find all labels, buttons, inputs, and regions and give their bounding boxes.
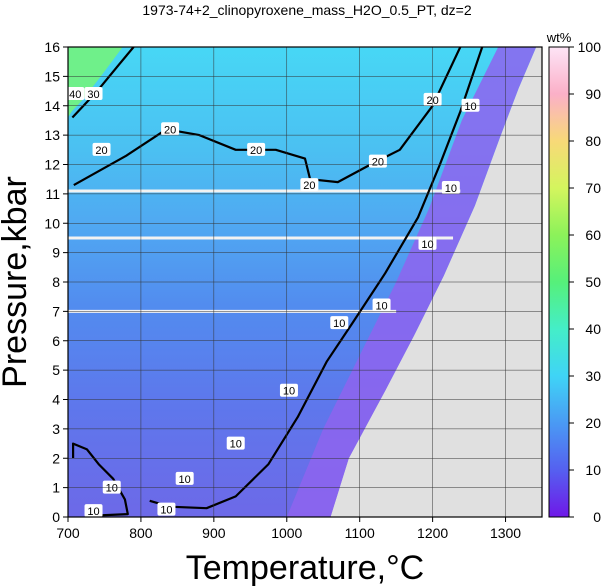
- x-tick-label: 800: [129, 525, 153, 541]
- colorbar-tick-label: 50: [585, 274, 601, 290]
- y-tick-label: 7: [52, 303, 60, 319]
- contour-label-box: [84, 87, 103, 100]
- contour-label-box: [441, 181, 460, 194]
- contour-label-box: [102, 480, 121, 494]
- contour-label: 40: [69, 89, 81, 101]
- colorbar-label: wt%: [546, 30, 572, 45]
- contour-label: 20: [164, 124, 176, 136]
- contour-label: 10: [283, 386, 295, 398]
- x-tick-label: 1200: [417, 525, 448, 541]
- contour-label: 10: [87, 506, 99, 518]
- contour-label-box: [372, 298, 391, 312]
- contour-label: 10: [230, 439, 242, 451]
- contour-label-box: [247, 142, 266, 156]
- contour-label: 10: [464, 101, 476, 113]
- y-tick-label: 4: [52, 392, 60, 408]
- colorbar-tick-label: 0: [593, 509, 601, 525]
- contour-label: 20: [250, 145, 262, 157]
- contour-label-box: [330, 316, 349, 330]
- contour-label-box: [161, 122, 180, 136]
- colorbar-ticks: 0 10 20 30 40 50 60 70 80 90 100: [569, 39, 601, 525]
- contour-label-box: [461, 98, 480, 112]
- y-tick-label: 0: [52, 509, 60, 525]
- colorbar-tick-label: 80: [585, 133, 601, 149]
- colorbar-tick-label: 90: [585, 86, 601, 102]
- contour-label-box: [226, 436, 245, 450]
- contour-label-box: [279, 383, 298, 397]
- colorbar-tick-label: 10: [585, 462, 601, 478]
- colorbar-tick-label: 100: [578, 39, 602, 55]
- contour-line-30: [71, 47, 135, 119]
- y-tick-label: 1: [52, 480, 60, 496]
- y-tick-label: 2: [52, 450, 60, 466]
- contour-label: 10: [179, 474, 191, 486]
- y-tick-label: 14: [44, 98, 60, 114]
- y-tick-label: 10: [44, 215, 60, 231]
- x-tick-label: 700: [56, 525, 80, 541]
- y-tick-label: 6: [52, 333, 60, 349]
- y-tick-label: 3: [52, 421, 60, 437]
- contour-label: 10: [160, 505, 172, 517]
- colorbar-tick-label: 60: [585, 227, 601, 243]
- contour-label-box: [300, 178, 319, 192]
- x-axis-ticks: 700 800 900 1000 1100 1200 1300: [56, 517, 521, 541]
- y-tick-label: 8: [52, 274, 60, 290]
- contour-label: 20: [95, 145, 107, 157]
- contour-label: 10: [421, 239, 433, 251]
- contour-label-box: [418, 236, 437, 250]
- contour-label: 10: [445, 183, 457, 195]
- y-tick-label: 12: [44, 157, 60, 173]
- contour-label-box: [157, 502, 176, 516]
- contour-label-box: [175, 471, 194, 485]
- colorbar: [548, 46, 570, 518]
- contour-label-box: [68, 87, 85, 100]
- y-tick-label: 9: [52, 245, 60, 261]
- colorbar-tick-label: 30: [585, 368, 601, 384]
- y-tick-label: 11: [45, 186, 60, 202]
- x-tick-label: 1000: [271, 525, 302, 541]
- contour-label: 20: [303, 180, 315, 192]
- contour-label: 20: [372, 157, 384, 169]
- y-tick-label: 15: [44, 68, 60, 84]
- colorbar-tick-label: 20: [585, 415, 601, 431]
- contour-label: 10: [375, 301, 387, 313]
- x-tick-label: 1100: [345, 525, 375, 541]
- colorbar-tick-label: 40: [585, 321, 601, 337]
- x-axis-label: Temperature,°C: [186, 549, 424, 587]
- colorbar-tick-label: 70: [585, 180, 601, 196]
- y-tick-label: 16: [44, 39, 60, 55]
- y-tick-label: 13: [44, 127, 60, 143]
- contour-label: 10: [333, 318, 345, 330]
- contour-label: 10: [106, 483, 118, 495]
- contour-label-box: [92, 142, 111, 156]
- y-axis-label: Pressure,kbar: [0, 176, 34, 388]
- y-tick-label: 5: [52, 362, 60, 378]
- x-tick-label: 1300: [490, 525, 521, 541]
- contour-line-10: [71, 442, 129, 517]
- contour-label: 30: [87, 89, 99, 101]
- contour-label-box: [84, 504, 103, 517]
- x-tick-label: 900: [202, 525, 226, 541]
- chart-title: 1973-74+2_clinopyroxene_mass_H2O_0.5_PT,…: [142, 2, 471, 18]
